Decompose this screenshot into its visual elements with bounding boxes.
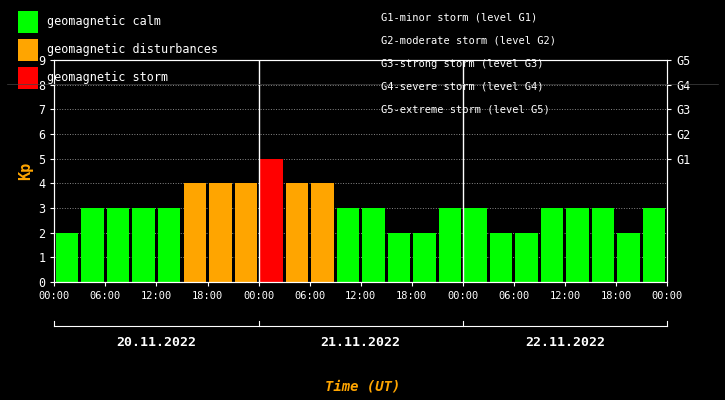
Bar [260, 159, 283, 282]
Bar [286, 183, 308, 282]
Bar [643, 208, 666, 282]
Text: G3-strong storm (level G3): G3-strong storm (level G3) [381, 59, 543, 69]
Bar [81, 208, 104, 282]
Text: 20.11.2022: 20.11.2022 [117, 336, 196, 349]
Text: G1-minor storm (level G1): G1-minor storm (level G1) [381, 13, 537, 23]
Bar [107, 208, 130, 282]
Text: G5-extreme storm (level G5): G5-extreme storm (level G5) [381, 104, 550, 114]
Text: geomagnetic disturbances: geomagnetic disturbances [47, 44, 218, 56]
Bar [464, 208, 486, 282]
Bar [56, 233, 78, 282]
Bar [515, 233, 538, 282]
Bar [388, 233, 410, 282]
Bar [439, 208, 461, 282]
Bar [183, 183, 206, 282]
Bar [618, 233, 640, 282]
Text: G4-severe storm (level G4): G4-severe storm (level G4) [381, 82, 543, 92]
Bar [541, 208, 563, 282]
Text: geomagnetic calm: geomagnetic calm [47, 16, 161, 28]
Bar [413, 233, 436, 282]
Text: G2-moderate storm (level G2): G2-moderate storm (level G2) [381, 36, 555, 46]
Bar [490, 233, 513, 282]
Bar [209, 183, 231, 282]
Bar [235, 183, 257, 282]
Text: 22.11.2022: 22.11.2022 [525, 336, 605, 349]
Bar [566, 208, 589, 282]
Bar [362, 208, 385, 282]
Y-axis label: Kp: Kp [17, 162, 33, 180]
Text: Time (UT): Time (UT) [325, 380, 400, 394]
Bar [336, 208, 359, 282]
Bar [133, 208, 155, 282]
Bar [592, 208, 614, 282]
Text: geomagnetic storm: geomagnetic storm [47, 72, 168, 84]
Bar [311, 183, 334, 282]
Text: 21.11.2022: 21.11.2022 [320, 336, 401, 349]
Bar [158, 208, 181, 282]
